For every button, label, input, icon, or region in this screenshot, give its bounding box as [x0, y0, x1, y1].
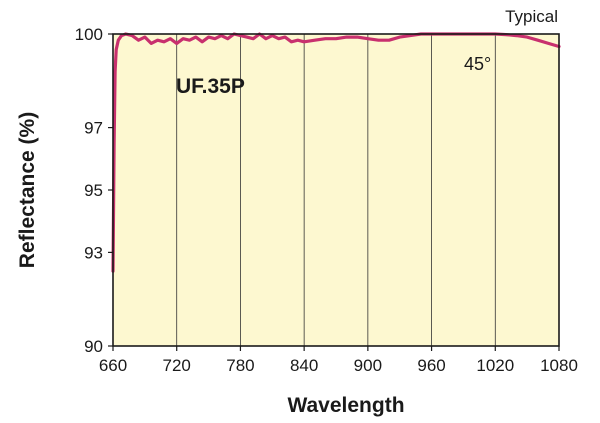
corner-note: Typical	[505, 7, 558, 26]
y-tick-label: 100	[75, 25, 103, 44]
y-tick-label: 95	[84, 181, 103, 200]
x-tick-label: 960	[417, 356, 445, 375]
y-tick-label: 97	[84, 119, 103, 138]
x-tick-label: 1080	[540, 356, 578, 375]
grid-lines	[176, 34, 496, 346]
y-tick-label: 90	[84, 337, 103, 356]
x-tick-label: 840	[290, 356, 318, 375]
x-tick-label: 900	[354, 356, 382, 375]
y-tick-label: 93	[84, 243, 103, 262]
y-axis-title: Reflectance (%)	[16, 112, 39, 268]
x-tick-label: 1020	[476, 356, 514, 375]
chart-title: UF.35P	[176, 75, 245, 98]
plot-area	[113, 34, 559, 346]
x-axis-title: Wavelength	[287, 394, 404, 417]
x-tick-label: 780	[226, 356, 254, 375]
x-tick-label: 720	[163, 356, 191, 375]
tick-labels: 660 720 780 840 900 960 1020 1080 90 93 95 97 100	[75, 25, 578, 375]
x-tick-label: 660	[99, 356, 127, 375]
angle-annotation: 45°	[464, 54, 491, 74]
